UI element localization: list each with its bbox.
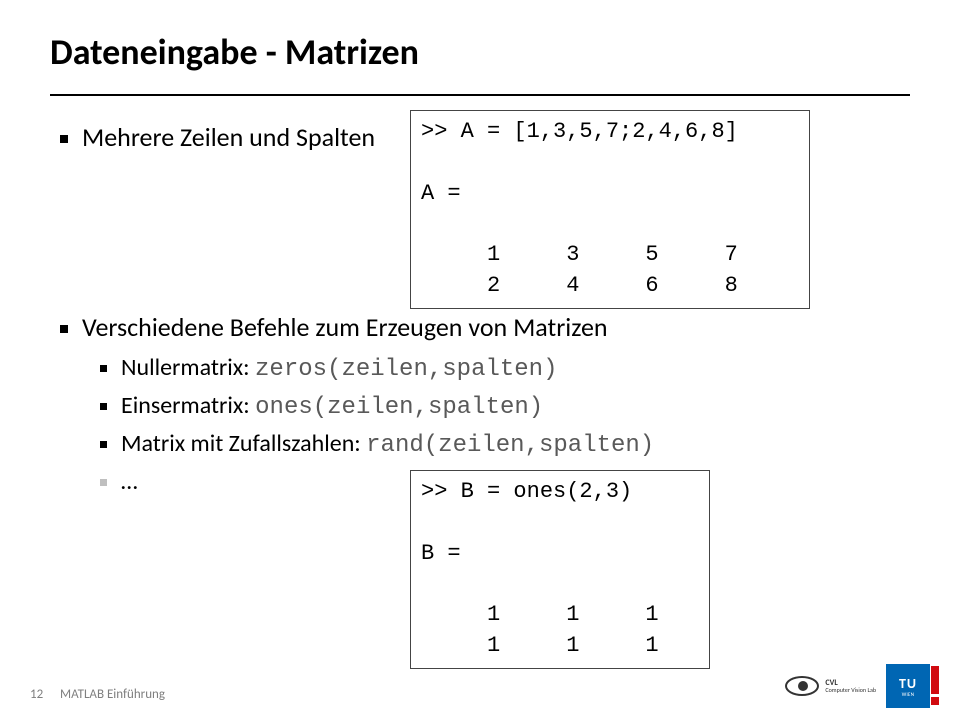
sub-bullet-2: Einsermatrix: ones(zeilen,spalten) bbox=[100, 391, 910, 421]
exclamation-icon bbox=[931, 666, 939, 706]
tu-sub: WIEN bbox=[902, 692, 915, 698]
slide-title: Dateneingabe - Matrizen bbox=[50, 30, 910, 74]
sub-marker bbox=[100, 403, 107, 410]
sub-bullet-3: Matrix mit Zufallszahlen: rand(zeilen,sp… bbox=[100, 429, 910, 459]
sub-bullet-1: Nullermatrix: zeros(zeilen,spalten) bbox=[100, 353, 910, 383]
bullet-2: Verschiedene Befehle zum Erzeugen von Ma… bbox=[60, 311, 910, 343]
page-number: 12 bbox=[30, 687, 60, 702]
sub2-code: ones(zeilen,spalten) bbox=[255, 394, 543, 421]
sub-marker-light bbox=[100, 479, 107, 486]
sub-bullet-1-text: Nullermatrix: zeros(zeilen,spalten) bbox=[121, 353, 557, 383]
sub1-code: zeros(zeilen,spalten) bbox=[255, 356, 557, 383]
cvl-line2: Computer Vision Lab bbox=[825, 687, 876, 693]
sub3-label: Matrix mit Zufallszahlen: bbox=[121, 429, 366, 458]
logo-area: CVL Computer Vision Lab TU WIEN bbox=[785, 664, 930, 708]
code-output-a: >> A = [1,3,5,7;2,4,6,8] A = 1 3 5 7 2 4… bbox=[410, 110, 810, 309]
slide: Dateneingabe - Matrizen Mehrere Zeilen u… bbox=[0, 0, 960, 720]
sub-marker bbox=[100, 441, 107, 448]
sub4-text: … bbox=[121, 467, 138, 496]
sub3-code: rand(zeilen,spalten) bbox=[366, 432, 654, 459]
bullet-marker bbox=[60, 325, 68, 333]
sub-marker bbox=[100, 365, 107, 372]
sub-bullet-2-text: Einsermatrix: ones(zeilen,spalten) bbox=[121, 391, 543, 421]
sub-bullet-3-text: Matrix mit Zufallszahlen: rand(zeilen,sp… bbox=[121, 429, 654, 459]
sub2-label: Einsermatrix: bbox=[121, 391, 255, 420]
footer-text: MATLAB Einführung bbox=[60, 687, 165, 702]
bullet-marker bbox=[60, 135, 68, 143]
title-divider bbox=[50, 94, 910, 96]
sub1-label: Nullermatrix: bbox=[121, 353, 255, 382]
cvl-text-block: CVL Computer Vision Lab bbox=[825, 679, 876, 693]
cvl-logo: CVL Computer Vision Lab bbox=[785, 676, 876, 696]
code-output-b: >> B = ones(2,3) B = 1 1 1 1 1 1 bbox=[410, 470, 710, 669]
bullet-2-text: Verschiedene Befehle zum Erzeugen von Ma… bbox=[82, 311, 910, 343]
tu-text: TU bbox=[899, 675, 917, 692]
tu-wien-logo: TU WIEN bbox=[886, 664, 930, 708]
eye-icon bbox=[785, 676, 819, 696]
